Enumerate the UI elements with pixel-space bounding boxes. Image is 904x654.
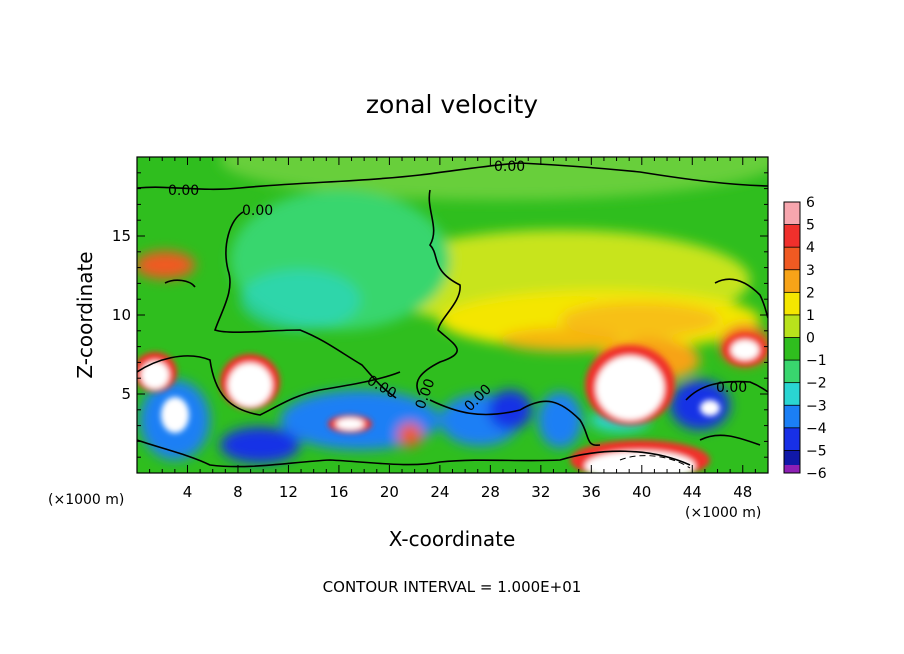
contour-label: 0.00	[242, 203, 273, 219]
x-axis-label: X-coordinate	[389, 527, 516, 551]
y-tick-label: 10	[112, 306, 131, 324]
x-tick-label: 16	[329, 483, 348, 501]
x-tick-label: 28	[481, 483, 500, 501]
zero-contours	[137, 162, 768, 469]
colorbar-label: −3	[806, 398, 827, 414]
x-tick-label: 48	[733, 483, 752, 501]
contour-label: 0.00	[716, 380, 747, 396]
colorbar-swatch	[784, 405, 800, 428]
colorbar-swatch	[784, 224, 800, 248]
colorbar-swatch	[784, 382, 800, 406]
contour-interval-note: CONTOUR INTERVAL = 1.000E+01	[323, 578, 582, 596]
velocity-field	[137, 157, 768, 473]
y-axis: 5 10 15	[112, 172, 768, 458]
colorbar-label: 5	[806, 218, 815, 234]
colorbar-swatch	[784, 202, 800, 225]
colorbar-label: −5	[806, 443, 827, 459]
colorbar-label: 4	[806, 240, 815, 256]
x-tick-label: 4	[183, 483, 193, 501]
x-tick-label: 24	[430, 483, 449, 501]
x-tick-label: 12	[279, 483, 298, 501]
y-tick-label: 5	[121, 385, 131, 403]
colorbar: 6 5 4 3 2 1 0 −1 −2 −3 −4 −5 −6	[783, 195, 827, 482]
colorbar-swatch	[784, 465, 800, 473]
colorbar-label: −6	[806, 466, 827, 482]
x-unit-label-right: (×1000 m)	[685, 505, 761, 521]
contour-label: 0.00	[168, 183, 199, 199]
y-axis-label: Z-coordinate	[73, 251, 97, 378]
colorbar-swatch	[784, 360, 800, 383]
x-tick-label: 40	[632, 483, 651, 501]
colorbar-swatch	[784, 247, 800, 270]
y-tick-label: 15	[112, 227, 131, 245]
colorbar-swatch	[784, 269, 800, 293]
x-unit-label-left: (×1000 m)	[48, 492, 124, 508]
x-tick-label: 44	[683, 483, 702, 501]
x-axis: 4 8 12 16 20 24 28 32 36 40 44 48	[149, 157, 756, 501]
colorbar-swatch	[784, 427, 800, 451]
x-tick-label: 36	[582, 483, 601, 501]
colorbar-swatch	[784, 337, 800, 361]
x-tick-label: 32	[531, 483, 550, 501]
contour-label: 0.00	[494, 159, 525, 175]
colorbar-label: 1	[806, 308, 815, 324]
colorbar-label: −1	[806, 353, 827, 369]
colorbar-swatch	[784, 292, 800, 315]
colorbar-label: 0	[806, 331, 815, 347]
colorbar-label: 2	[806, 285, 815, 301]
chart-title: zonal velocity	[366, 90, 538, 119]
colorbar-swatch	[784, 314, 800, 338]
x-tick-label: 20	[380, 483, 399, 501]
colorbar-label: 6	[806, 195, 815, 211]
x-tick-label: 8	[233, 483, 243, 501]
colorbar-label: −2	[806, 376, 827, 392]
colorbar-label: −4	[806, 421, 827, 437]
colorbar-label: 3	[806, 263, 815, 279]
